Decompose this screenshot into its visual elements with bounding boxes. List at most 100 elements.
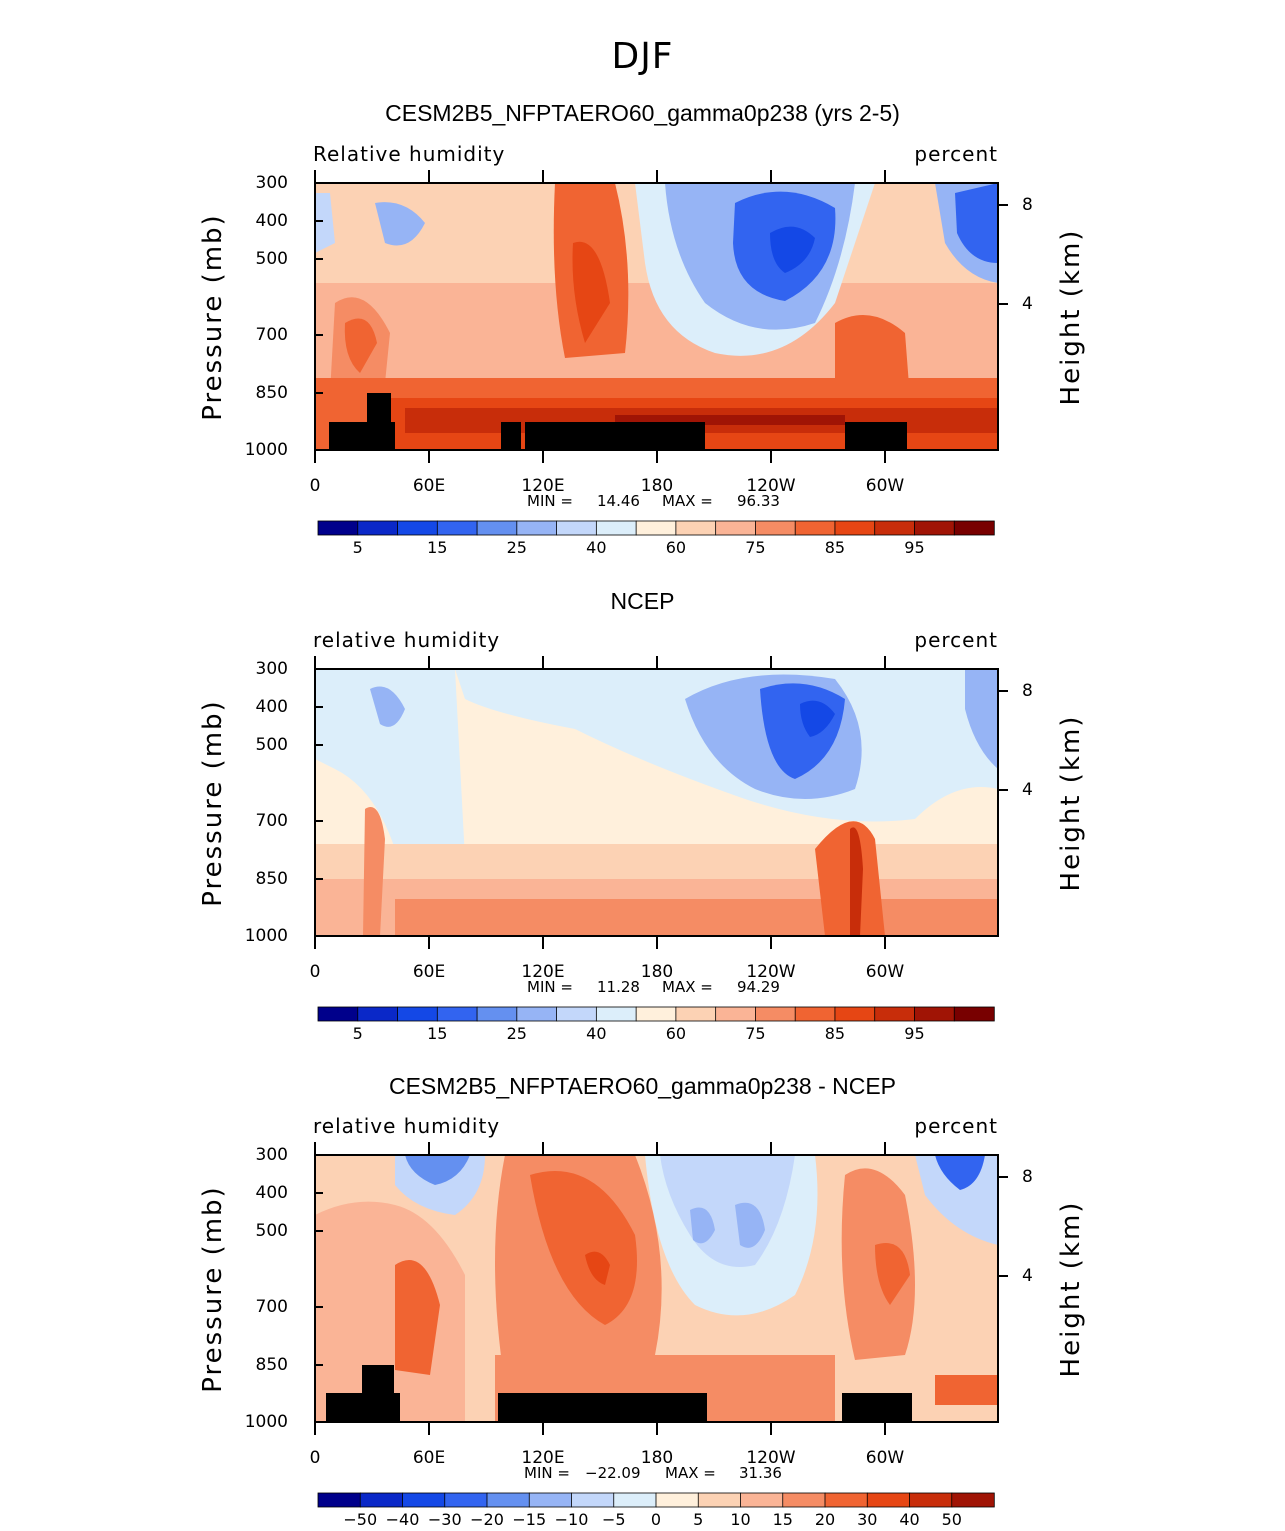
panel-1-x-tick-120e: 120E [521,476,565,496]
colorbar-swatch [635,1006,677,1022]
colorbar-tick-label: −50 [343,1510,378,1529]
panel-3-x-tick-60e: 60E [412,1448,446,1468]
colorbar-tick-label: 85 [824,538,846,557]
colorbar-swatch [755,1006,796,1022]
panel-2-x-tick-60e: 60E [412,962,446,982]
colorbar-swatch [317,1492,361,1508]
panel-3-blue-patch-2 [735,1202,765,1248]
colorbar-swatch [782,1492,826,1508]
panel-2-max-value: 94.29 [737,978,780,996]
colorbar-swatch [794,1006,836,1022]
panel-1-blue-small-2 [315,193,335,253]
colorbar-swatch [613,1492,657,1508]
panel-1-boundary-layer-max [615,415,845,425]
panel-2-red-column-west [363,807,385,936]
panel-1-h-tick-4: 4 [1022,294,1033,314]
colorbar-swatch [740,1492,784,1508]
panel-2-variable-label: relative humidity [313,628,501,652]
panel-1-red-column-west-core [344,318,377,373]
colorbar-tick-label: −30 [427,1510,462,1529]
colorbar-swatch [914,520,955,536]
panel-3-max-label: MAX = [665,1464,716,1482]
colorbar-swatch [317,1006,359,1022]
colorbar-tick-label: 15 [427,538,448,557]
panel-2-x-tick-120w: 120W [746,962,796,982]
panel-2-min-label: MIN = [527,978,573,996]
colorbar-swatch [444,1492,488,1508]
colorbar-swatch [476,1006,518,1022]
panel-2-height-axis-title: Height (km) [1056,714,1086,892]
colorbar-swatch [834,1006,876,1022]
panel-1-variable-label: Relative humidity [313,142,506,166]
panel-1-colorbar [317,520,995,536]
panel-3-min-value: −22.09 [585,1464,641,1482]
panel-1-height-axis-title: Height (km) [1056,228,1086,406]
panel-2-p-tick-850: 850 [255,869,288,889]
colorbar-swatch [675,520,717,536]
panel-3-variable-label: relative humidity [313,1114,501,1138]
colorbar-swatch [595,520,637,536]
colorbar-swatch [834,520,876,536]
colorbar-tick-label: −5 [601,1510,626,1529]
colorbar-swatch [357,1006,399,1022]
panel-3-ticks [314,1142,1008,1435]
panel-2-p-tick-1000: 1000 [244,926,288,946]
panel-3-red-column-120e-core [530,1171,637,1325]
colorbar-tick-label: 40 [899,1510,920,1529]
colorbar-swatch [909,1492,953,1508]
panel-3-x-tick-60w: 60W [865,1448,905,1468]
panel-1-units-label: percent [914,142,998,166]
panel-2-units-label: percent [914,628,998,652]
panel-1-x-tick-180: 180 [640,476,674,496]
colorbar-tick-label: 25 [506,1024,527,1043]
colorbar-swatch [402,1492,446,1508]
panel-1-min-label: MIN = [527,492,573,510]
panel-2-boundary-layer-core [395,899,998,936]
panel-1-red-column-east [835,315,910,398]
panel-1-min-value: 14.46 [597,492,640,510]
panel-3-p-tick-700: 700 [255,1297,288,1317]
colorbar-tick-label: 75 [745,538,766,557]
colorbar-swatch [655,1492,699,1508]
colorbar-tick-label: 95 [904,1024,925,1043]
panel-3-title: CESM2B5_NFPTAERO60_gamma0p238 - NCEP [388,1073,897,1099]
panel-1-x-tick-60e: 60E [412,476,446,496]
panel-3-colorbar [317,1492,995,1508]
panel-2-p-tick-500: 500 [255,735,288,755]
panel-1-blue-core-east [955,183,998,263]
panel-3-pressure-axis-title: Pressure (mb) [198,1185,228,1393]
panel-2-red-column-east-core [850,827,863,936]
panel-3-x-tick-120w: 120W [746,1448,796,1468]
panel-2-max-label: MAX = [662,978,713,996]
colorbar-swatch [824,1492,868,1508]
colorbar-tick-label: 60 [665,1024,687,1043]
panel-2-blue-east [965,669,998,769]
colorbar-swatch [715,520,757,536]
colorbar-tick-label: −15 [512,1510,547,1529]
colorbar-swatch [359,1492,404,1508]
panel-1-x-tick-0: 0 [309,476,321,496]
colorbar-tick-label: −20 [470,1510,504,1529]
colorbar-tick-label: 5 [352,538,363,557]
colorbar-tick-label: −10 [554,1510,589,1529]
colorbar-tick-label: 40 [586,1024,607,1043]
colorbar-swatch [914,1006,955,1022]
panel-3-topography [326,1365,912,1422]
colorbar-tick-label: 75 [745,1024,766,1043]
panel-2-ticks [314,656,1008,949]
figure-title: DJF [611,36,674,77]
panel-1-red-column-120e-core [572,241,610,343]
panel-2-blue-small [370,686,405,727]
panel-3-blue-patch-1 [690,1207,715,1244]
colorbar-tick-label: 25 [506,538,527,557]
colorbar-swatch [697,1492,742,1508]
colorbar-swatch [953,520,995,536]
panel-2-pressure-axis-title: Pressure (mb) [198,699,228,907]
colorbar-swatch [357,520,399,536]
panel-1-ticks [314,170,1008,463]
panel-2-x-tick-0: 0 [309,962,321,982]
panel-1-pressure-axis-title: Pressure (mb) [198,213,228,421]
panel-3-blue-west-core [405,1155,470,1185]
panel-3-min-label: MIN = [524,1464,570,1482]
panel-2-plot [314,656,1008,949]
